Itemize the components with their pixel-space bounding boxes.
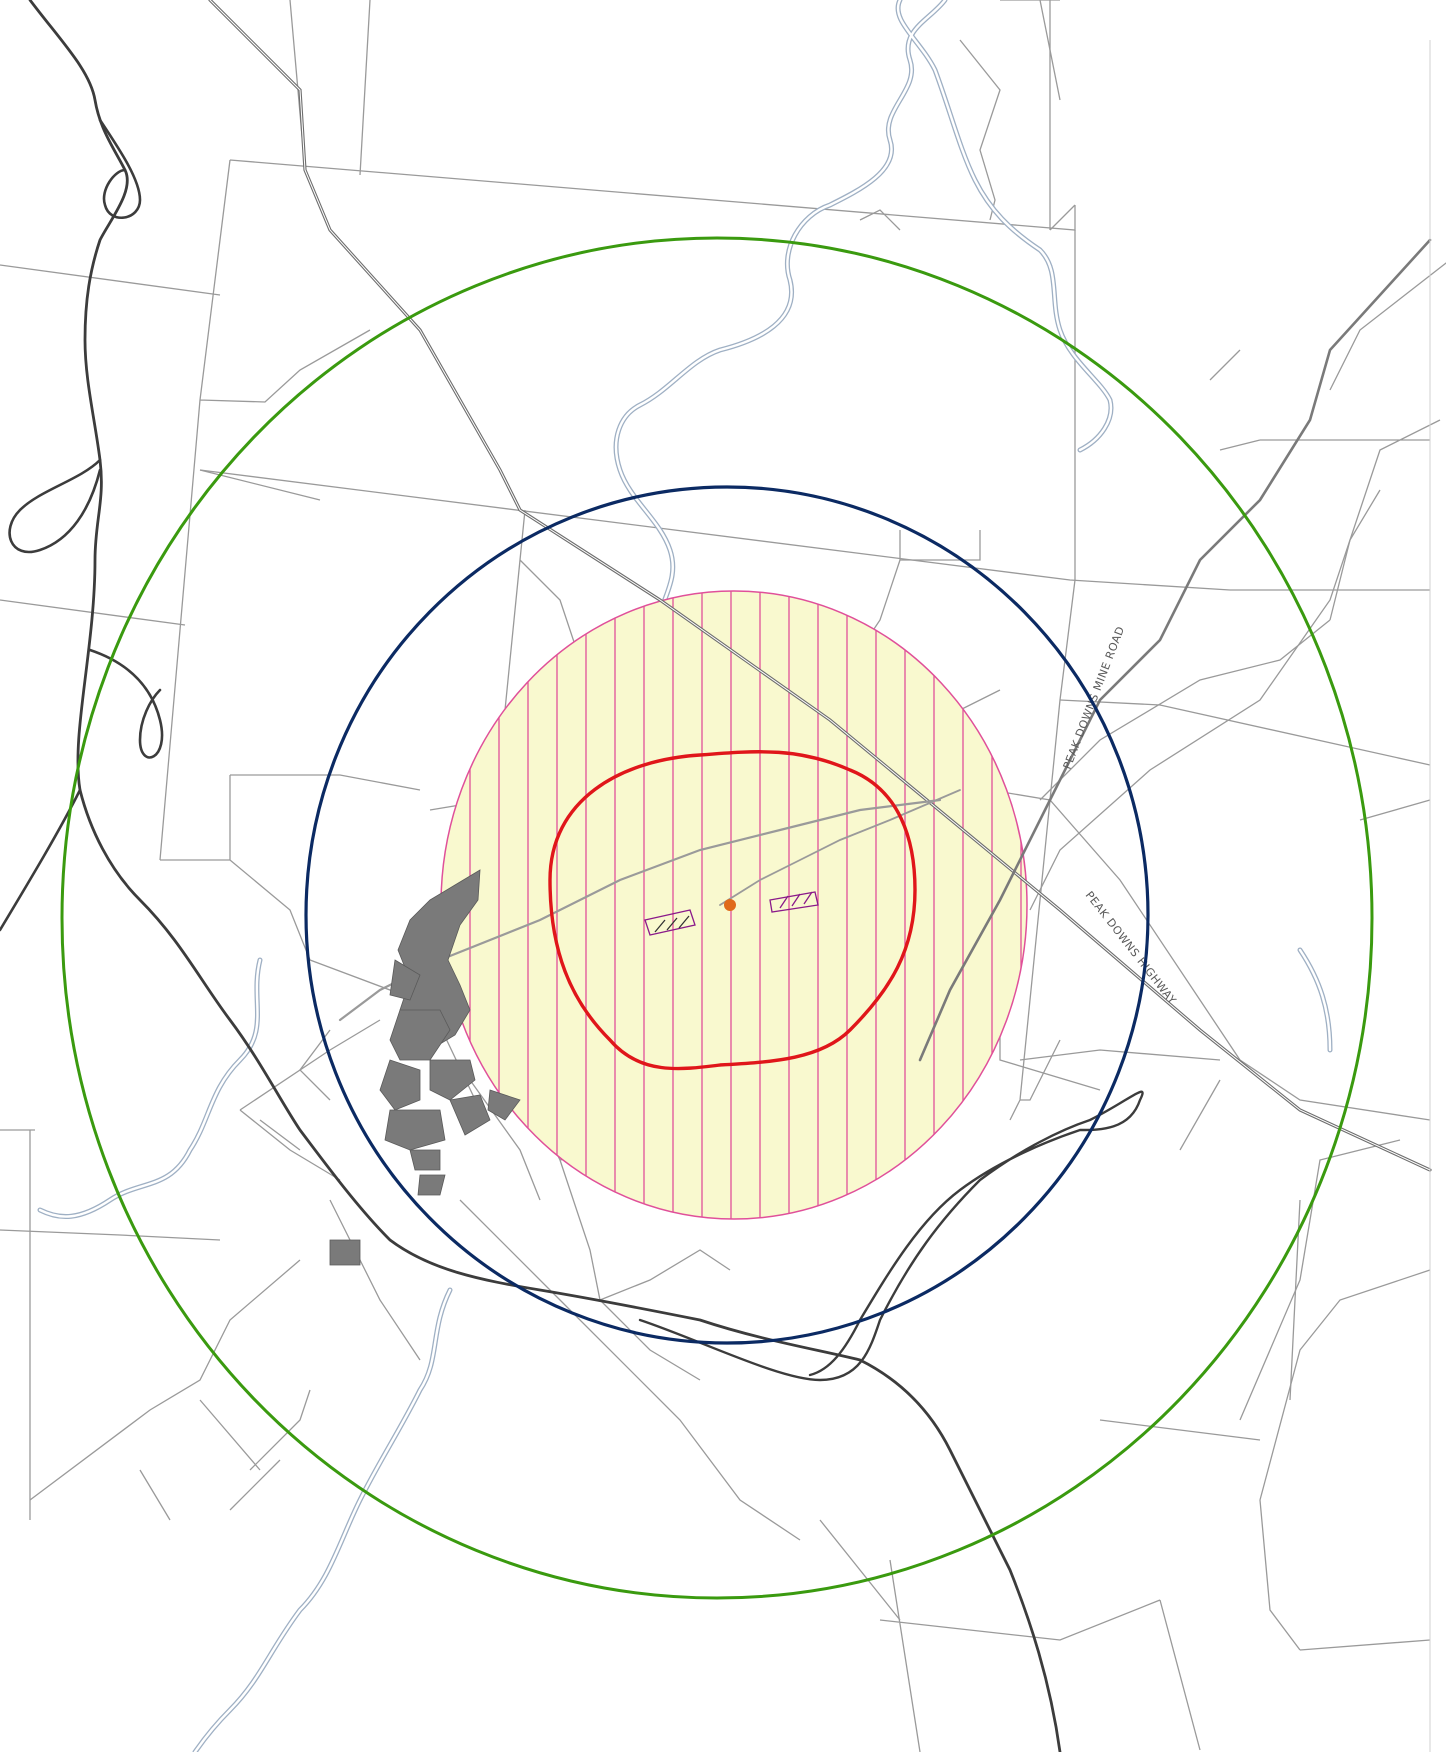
creek-network	[37, 0, 1333, 1752]
highway-road-edge	[209, 0, 1431, 1171]
site-parcels	[644, 891, 819, 936]
rail-to-mine	[638, 1090, 1144, 1382]
rail-branch	[0, 788, 82, 932]
rail-spur-loop	[8, 458, 102, 554]
middle-buffer-circle	[304, 485, 1150, 1345]
local-road-east	[719, 789, 961, 906]
town-area	[329, 869, 521, 1266]
rail-line-west	[28, 0, 1062, 1752]
rail-spur-loop-2	[88, 648, 164, 759]
mine-road	[918, 238, 1432, 1062]
mine-road-label: PEAK DOWNS MINE ROAD	[1061, 624, 1128, 771]
highway-label: PEAK DOWNS HIGHWAY	[1083, 889, 1179, 1007]
site-point-icon	[724, 899, 736, 911]
rail-spur-loop-3	[98, 118, 142, 220]
outer-buffer-circle	[60, 236, 1374, 1600]
inner-contour	[548, 750, 917, 1071]
